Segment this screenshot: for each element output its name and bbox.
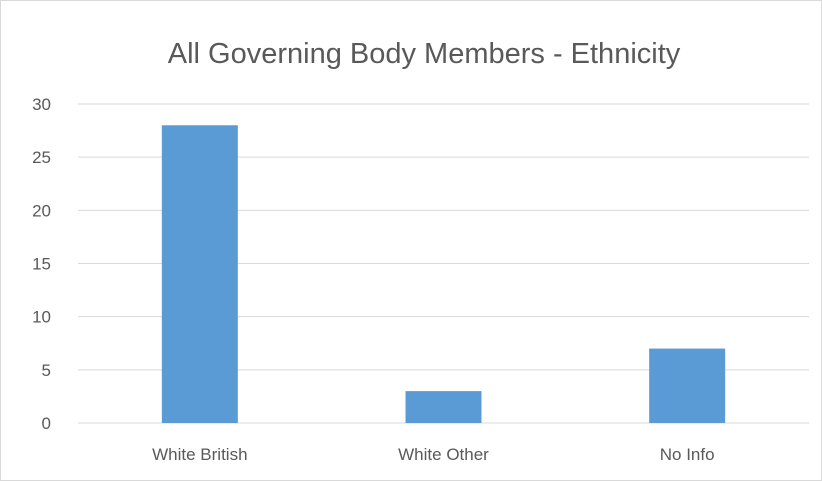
- y-tick-label-20: 20: [32, 201, 51, 220]
- y-axis: 0 5 10 15 20 25 30: [32, 95, 51, 433]
- y-tick-label-0: 0: [42, 414, 51, 433]
- chart-title: All Governing Body Members - Ethnicity: [168, 38, 681, 70]
- y-tick-label-25: 25: [32, 148, 51, 167]
- y-tick-label-10: 10: [32, 308, 51, 327]
- bars: [161, 125, 726, 424]
- bar-white-other: [405, 391, 482, 423]
- y-tick-label-15: 15: [32, 255, 51, 274]
- x-tick-label-white-other: White Other: [398, 445, 489, 464]
- y-tick-label-5: 5: [42, 361, 51, 380]
- bar-white-british: [161, 125, 238, 424]
- x-axis: White British White Other No Info: [152, 445, 714, 464]
- x-tick-label-white-british: White British: [152, 445, 247, 464]
- y-tick-label-30: 30: [32, 95, 51, 114]
- x-tick-label-no-info: No Info: [660, 445, 715, 464]
- bar-no-info: [649, 348, 726, 423]
